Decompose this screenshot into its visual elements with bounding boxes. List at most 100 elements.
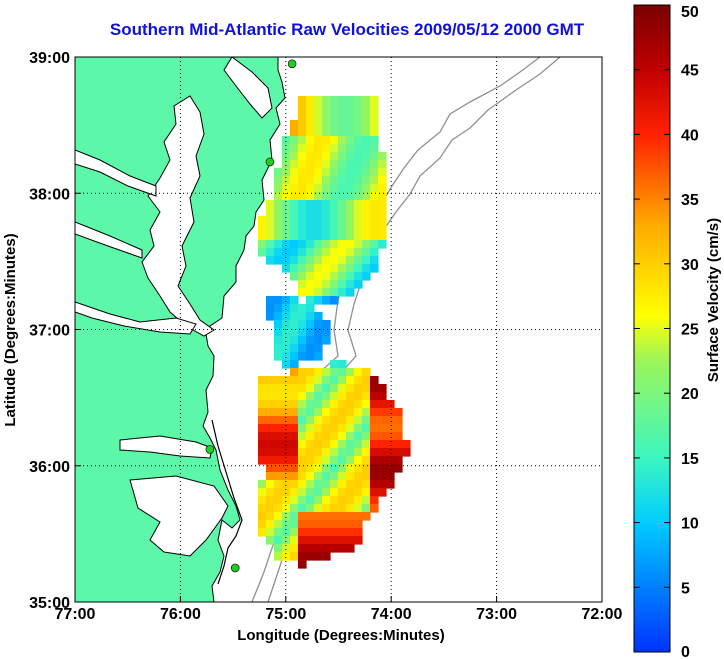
velocity-cell [258,416,267,425]
velocity-cell [290,264,299,273]
velocity-cell [314,544,323,553]
y-axis-label: Latitude (Degrees:Minutes) [2,233,19,426]
velocity-cell [338,176,347,185]
velocity-cell [346,224,355,233]
velocity-cell [306,224,315,233]
velocity-cell [314,336,323,345]
velocity-cell [322,120,331,129]
velocity-cell [266,472,275,481]
velocity-cell [274,544,283,553]
velocity-cell [386,416,395,425]
velocity-cell [290,432,299,441]
velocity-cell [370,112,379,121]
velocity-cell [330,288,339,297]
velocity-cell [378,232,387,241]
velocity-cell [314,176,323,185]
velocity-cell [314,128,323,137]
velocity-cell [282,496,291,505]
velocity-cell [306,320,315,329]
velocity-cell [298,240,307,249]
velocity-cell [370,144,379,153]
velocity-cell [322,384,331,393]
velocity-cell [314,552,323,561]
y-tick-label: 37:00 [29,323,70,340]
velocity-cell [314,344,323,353]
velocity-cell [306,328,315,337]
grid-lines [75,57,602,602]
velocity-cell [274,176,283,185]
velocity-cell [290,304,299,313]
velocity-cell [298,464,307,473]
velocity-cell [346,184,355,193]
velocity-cell [298,112,307,121]
colorbar-tick-label: 35 [681,192,699,209]
velocity-cell [266,464,275,473]
outer-banks [211,419,243,585]
velocity-cell [274,512,283,521]
velocity-cell [354,256,363,265]
velocity-cell [338,448,347,457]
james-river [75,301,197,335]
velocity-cell [394,448,403,457]
velocity-cell [338,368,347,377]
velocity-cell [378,216,387,225]
velocity-cell [322,440,331,449]
velocity-cell [354,120,363,129]
velocity-cell [346,520,355,529]
velocity-cell [282,240,291,249]
velocity-cell [314,376,323,385]
velocity-cell [274,200,283,209]
velocity-field [258,96,411,569]
velocity-cell [330,240,339,249]
velocity-cell [314,504,323,513]
velocity-cell [282,216,291,225]
velocity-cell [314,184,323,193]
rappahannock-river [75,221,143,259]
velocity-cell [274,480,283,489]
velocity-cell [298,96,307,105]
velocity-cell [346,136,355,145]
velocity-cell [306,344,315,353]
velocity-cell [290,168,299,177]
velocity-cell [330,144,339,153]
velocity-cell [306,128,315,137]
velocity-cell [314,408,323,417]
velocity-cell [282,400,291,409]
velocity-cell [298,176,307,185]
velocity-cell [306,424,315,433]
velocity-cell [274,312,283,321]
map-title: Southern Mid-Atlantic Raw Velocities 200… [109,20,585,39]
velocity-cell [282,544,291,553]
velocity-cell [306,232,315,241]
velocity-cell [338,168,347,177]
velocity-cell [282,168,291,177]
velocity-cell [346,488,355,497]
velocity-cell [322,504,331,513]
velocity-cell [282,448,291,457]
velocity-cell [282,264,291,273]
velocity-cell [394,432,403,441]
velocity-cell [370,480,379,489]
velocity-cell [354,240,363,249]
velocity-cell [338,280,347,289]
velocity-cell [290,552,299,561]
velocity-cell [346,376,355,385]
velocity-cell [338,112,347,121]
velocity-cell [306,288,315,297]
velocity-cell [314,312,323,321]
velocity-cell [346,232,355,241]
velocity-cell [370,120,379,129]
x-axis-ticks: 77:00 76:00 75:00 74:00 73:00 72:00 [55,596,623,623]
velocity-cell [274,184,283,193]
velocity-cell [298,344,307,353]
velocity-cell [290,160,299,169]
velocity-cell [306,240,315,249]
velocity-cell [290,144,299,153]
colorbar-tick-label: 10 [681,516,699,533]
velocity-cell [298,424,307,433]
velocity-cell [378,184,387,193]
velocity-cell [314,536,323,545]
velocity-cell [330,232,339,241]
velocity-cell [282,336,291,345]
velocity-cell [370,472,379,481]
